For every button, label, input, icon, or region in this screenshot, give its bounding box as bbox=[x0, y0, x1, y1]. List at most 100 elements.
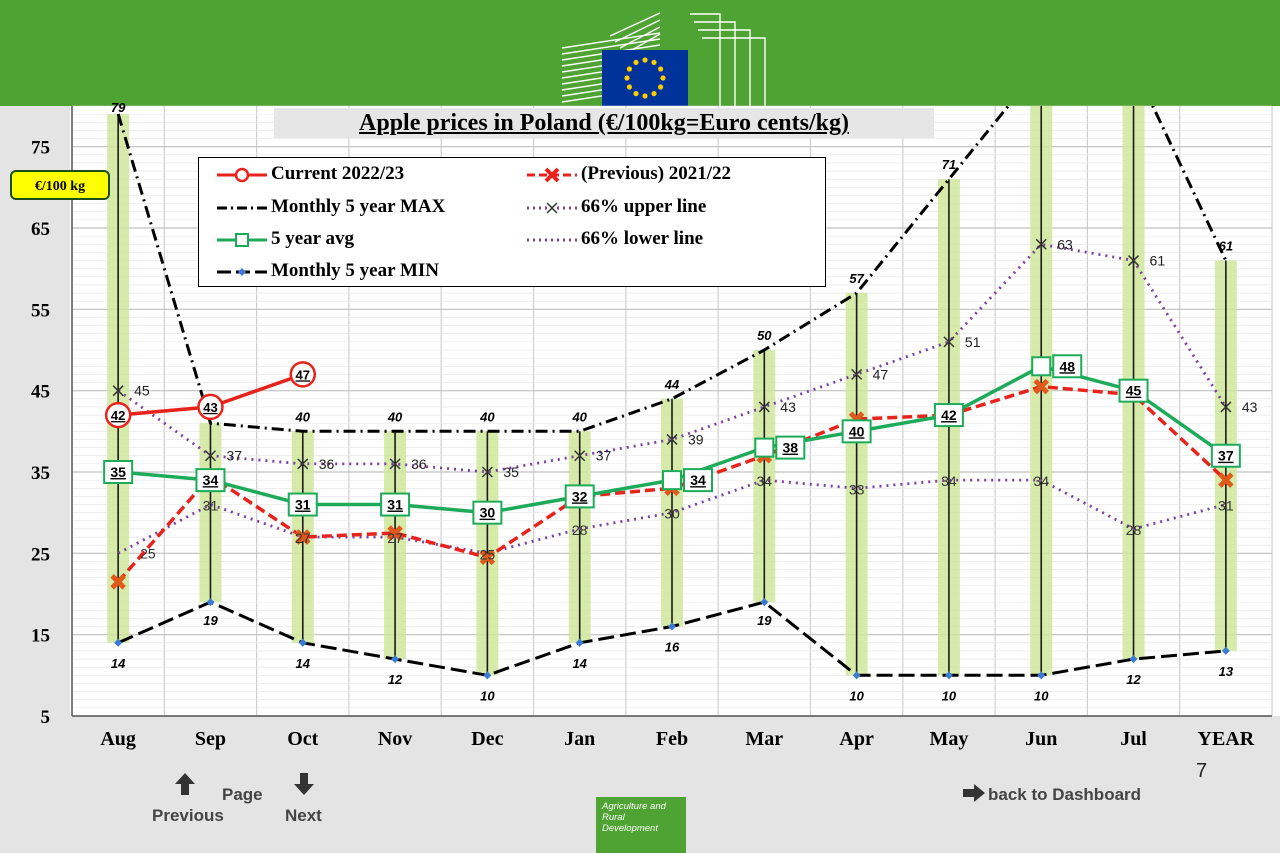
min-data-label: 14 bbox=[111, 656, 126, 671]
upper-data-label: 45 bbox=[134, 383, 150, 399]
avg-marker-icon bbox=[1031, 356, 1052, 377]
lower-data-label: 28 bbox=[1126, 522, 1142, 538]
max-data-label: 50 bbox=[757, 328, 772, 343]
arrow-down-icon[interactable] bbox=[293, 772, 315, 796]
upper-data-label: 61 bbox=[1150, 253, 1166, 269]
upper-data-label: 43 bbox=[1242, 399, 1258, 415]
max-data-label: 79 bbox=[111, 100, 126, 115]
upper-marker-icon bbox=[297, 458, 309, 470]
lower-data-label: 34 bbox=[1033, 473, 1049, 489]
upper-marker-icon bbox=[389, 458, 401, 470]
avg-label-box bbox=[1210, 443, 1241, 468]
y-tick-label: 55 bbox=[31, 300, 50, 321]
upper-marker-icon bbox=[204, 450, 216, 462]
lower-data-label: 25 bbox=[480, 546, 496, 562]
upper-data-label: 47 bbox=[873, 366, 889, 382]
upper-marker-icon bbox=[851, 368, 863, 380]
avg-data-label: 34 bbox=[690, 472, 706, 488]
previous-marker-icon bbox=[110, 574, 126, 590]
previous-marker-icon bbox=[1033, 378, 1049, 395]
min-data-label: 10 bbox=[942, 688, 957, 703]
avg-data-label: 48 bbox=[1059, 358, 1075, 374]
legend-lower: 66% lower line bbox=[527, 228, 703, 250]
upper-data-label: 43 bbox=[780, 399, 796, 415]
min-marker-icon bbox=[1129, 655, 1138, 664]
avg-data-label: 32 bbox=[572, 488, 588, 504]
previous-page-link[interactable]: Previous bbox=[152, 806, 224, 825]
legend-min-swatch-icon bbox=[217, 267, 267, 276]
upper-marker-icon bbox=[1220, 401, 1232, 413]
avg-label-box bbox=[380, 492, 411, 517]
y-tick-label: 75 bbox=[31, 138, 50, 159]
avg-marker-icon bbox=[662, 470, 682, 491]
legend-previous-label: (Previous) 2021/22 bbox=[581, 163, 732, 184]
min-data-label: 19 bbox=[203, 613, 218, 628]
back-to-dashboard-link[interactable]: back to Dashboard bbox=[988, 785, 1142, 804]
upper-marker-icon bbox=[574, 450, 586, 462]
upper-data-label: 36 bbox=[411, 456, 427, 472]
avg-label-box bbox=[841, 419, 872, 444]
legend-min: Monthly 5 year MIN bbox=[217, 260, 439, 282]
legend-upper-label: 66% upper line bbox=[581, 196, 707, 217]
y-tick-label: 25 bbox=[31, 544, 50, 565]
legend-previous: (Previous) 2021/22 bbox=[527, 163, 731, 185]
max-data-label: 71 bbox=[942, 157, 956, 172]
max-data-label: 40 bbox=[387, 409, 403, 424]
max-data-label: 44 bbox=[664, 377, 680, 392]
upper-marker-icon bbox=[758, 401, 770, 413]
eu-star-icon bbox=[642, 93, 648, 99]
upper-data-label: 63 bbox=[1057, 236, 1073, 252]
legend-max: Monthly 5 year MAX bbox=[217, 196, 445, 218]
y-tick-label: 45 bbox=[31, 382, 50, 403]
x-tick-label: Nov bbox=[378, 728, 412, 750]
y-tick-label: 5 bbox=[41, 707, 51, 728]
upper-marker-icon bbox=[112, 385, 124, 397]
x-tick-label: Jan bbox=[564, 728, 595, 750]
eu-star-icon bbox=[657, 84, 664, 90]
min-marker-icon bbox=[944, 671, 953, 680]
legend-max-label: Monthly 5 year MAX bbox=[271, 196, 446, 217]
upper-marker-icon bbox=[1035, 238, 1047, 250]
lower-data-label: 27 bbox=[295, 530, 311, 546]
x-tick-label: Jun bbox=[1025, 728, 1057, 750]
arrow-right-icon[interactable] bbox=[962, 783, 986, 803]
avg-data-label: 42 bbox=[941, 407, 957, 423]
x-tick-label: Dec bbox=[471, 728, 503, 750]
eu-star-icon bbox=[624, 75, 630, 81]
eu-star-icon bbox=[651, 90, 657, 97]
lower-data-label: 33 bbox=[849, 481, 865, 497]
y-tick-label: 15 bbox=[31, 626, 50, 647]
min-marker-icon bbox=[852, 671, 861, 680]
legend-current-label: Current 2022/23 bbox=[271, 163, 405, 184]
legend-upper-swatch-icon bbox=[527, 202, 577, 214]
current-marker-icon bbox=[197, 393, 224, 421]
x-tick-label: Feb bbox=[656, 728, 688, 750]
x-tick-label: Aug bbox=[100, 728, 136, 750]
avg-label-box bbox=[933, 403, 964, 428]
lower-data-label: 30 bbox=[664, 506, 680, 522]
avg-data-label: 45 bbox=[1126, 383, 1142, 399]
avg-data-label: 34 bbox=[203, 472, 219, 488]
upper-data-label: 51 bbox=[965, 334, 981, 350]
arrow-up-icon[interactable] bbox=[174, 772, 196, 796]
avg-label-box bbox=[775, 435, 806, 460]
x-tick-label: Sep bbox=[195, 728, 226, 750]
avg-data-label: 35 bbox=[110, 464, 126, 480]
series-line-max bbox=[116, 106, 1228, 433]
min-marker-icon bbox=[483, 671, 492, 680]
avg-data-label: 40 bbox=[849, 423, 865, 439]
min-marker-icon bbox=[391, 655, 400, 664]
eu-star-icon bbox=[657, 66, 664, 72]
y-tick-label: 35 bbox=[31, 463, 50, 484]
min-data-label: 16 bbox=[665, 640, 680, 655]
avg-label-box bbox=[564, 484, 595, 509]
avg-label-box bbox=[195, 468, 226, 493]
x-tick-label: Jul bbox=[1120, 728, 1147, 750]
next-page-link[interactable]: Next bbox=[285, 806, 322, 825]
eu-star-icon bbox=[626, 66, 633, 72]
min-data-label: 13 bbox=[1219, 664, 1234, 679]
series-line-lower bbox=[117, 478, 1227, 555]
eu-star-icon bbox=[633, 59, 639, 66]
legend-lower-swatch-icon bbox=[527, 238, 577, 242]
current-data-label: 42 bbox=[111, 408, 125, 423]
